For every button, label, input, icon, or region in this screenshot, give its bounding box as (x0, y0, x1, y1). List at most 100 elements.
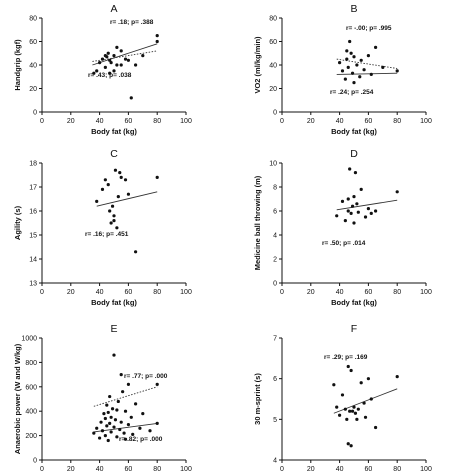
x-tick-label: 0 (280, 118, 284, 125)
data-point (148, 429, 152, 433)
data-point (348, 409, 352, 413)
data-point (115, 435, 119, 439)
data-point (369, 397, 373, 401)
x-tick-label: 20 (307, 466, 315, 473)
data-point (108, 58, 112, 62)
data-point (349, 368, 353, 373)
x-tick-label: 100 (180, 466, 192, 473)
data-point (92, 71, 96, 75)
correlation-annotation: r= .18; p= .388 (110, 19, 154, 26)
data-point (112, 54, 116, 58)
x-tick-label: 100 (420, 118, 432, 125)
x-axis-label: Body fat (kg) (91, 127, 137, 136)
data-point (134, 402, 138, 406)
x-tick-label: 20 (307, 118, 315, 125)
data-point (356, 210, 360, 214)
correlation-annotation: r= .50; p= .014 (322, 240, 366, 247)
data-point (98, 61, 102, 65)
data-point (109, 415, 113, 419)
data-point (346, 197, 350, 201)
x-axis-label: Body fat (kg) (91, 298, 137, 307)
data-point (92, 431, 96, 435)
y-tick-label: 800 (25, 360, 37, 367)
y-axis-label: Handgrip (kgf) (13, 39, 22, 91)
y-tick-label: 4 (273, 458, 277, 465)
y-tick-label: 2 (273, 257, 277, 264)
data-point (349, 211, 353, 215)
y-tick-label: 15 (29, 233, 37, 240)
correlation-annotation: r= .43; p= .038 (88, 72, 132, 79)
panel-e: E02040608010002004006008001000Body fat (… (13, 323, 192, 473)
x-tick-label: 60 (125, 289, 133, 296)
data-point (338, 413, 342, 417)
data-point (115, 408, 119, 412)
x-tick-label: 20 (67, 289, 75, 296)
y-tick-label: 5 (273, 417, 277, 424)
x-tick-label: 80 (153, 289, 161, 296)
data-point (358, 75, 362, 79)
data-point (353, 411, 358, 415)
correlation-annotation: r= .24; p= .254 (330, 89, 374, 96)
x-tick-label: 40 (336, 289, 344, 296)
data-point (359, 58, 363, 62)
panel-label: D (350, 148, 358, 160)
y-tick-label: 0 (33, 110, 37, 117)
x-tick-label: 100 (420, 289, 432, 296)
data-point (110, 204, 115, 208)
y-tick-label: 60 (269, 39, 277, 46)
data-point (129, 415, 133, 419)
data-point (115, 63, 119, 67)
data-point (113, 418, 118, 422)
data-point (95, 426, 99, 430)
x-tick-label: 100 (420, 466, 432, 473)
data-point (108, 209, 112, 213)
y-tick-label: 0 (273, 281, 277, 288)
data-point (108, 421, 112, 425)
y-tick-label: 0 (273, 110, 277, 117)
y-tick-label: 40 (29, 63, 37, 70)
data-point (138, 426, 142, 430)
data-point (102, 412, 106, 416)
panel-label: F (351, 323, 357, 335)
y-tick-label: 0 (33, 458, 37, 465)
y-tick-label: 6 (273, 376, 277, 383)
data-point (345, 49, 349, 53)
y-tick-label: 80 (269, 16, 277, 23)
data-point (155, 175, 159, 179)
fit-line-solid (333, 388, 398, 414)
data-point (105, 403, 109, 407)
data-point (112, 425, 116, 429)
data-point (350, 71, 355, 75)
x-tick-label: 60 (125, 466, 133, 473)
x-tick-label: 40 (96, 118, 104, 125)
x-tick-label: 0 (40, 466, 44, 473)
x-tick-label: 80 (393, 118, 401, 125)
data-point (118, 427, 122, 432)
data-point (366, 54, 370, 58)
data-point (155, 39, 159, 44)
data-point (126, 423, 130, 427)
panel-c: C 0 20 40 60 80 100 13 14 15 16 17 18 Body fat (kg) Ag… (13, 148, 192, 307)
data-point (103, 65, 107, 69)
data-point (119, 63, 123, 67)
data-point (100, 187, 105, 191)
data-point (352, 405, 356, 409)
data-point (363, 215, 368, 219)
data-point (395, 375, 399, 379)
data-point (99, 420, 103, 424)
data-point (123, 57, 128, 61)
x-tick-label: 0 (40, 289, 44, 296)
data-point (346, 442, 350, 446)
x-tick-label: 40 (336, 118, 344, 125)
y-tick-label: 14 (29, 257, 37, 264)
data-point (113, 168, 118, 172)
data-point (335, 214, 339, 218)
data-point (155, 382, 159, 386)
data-point (340, 393, 345, 397)
correlation-annotation: r= .29; p= .169 (324, 354, 368, 361)
data-point (95, 69, 99, 73)
data-point (126, 382, 130, 386)
data-point (103, 178, 107, 182)
y-tick-label: 600 (25, 384, 37, 391)
x-tick-label: 20 (307, 289, 315, 296)
